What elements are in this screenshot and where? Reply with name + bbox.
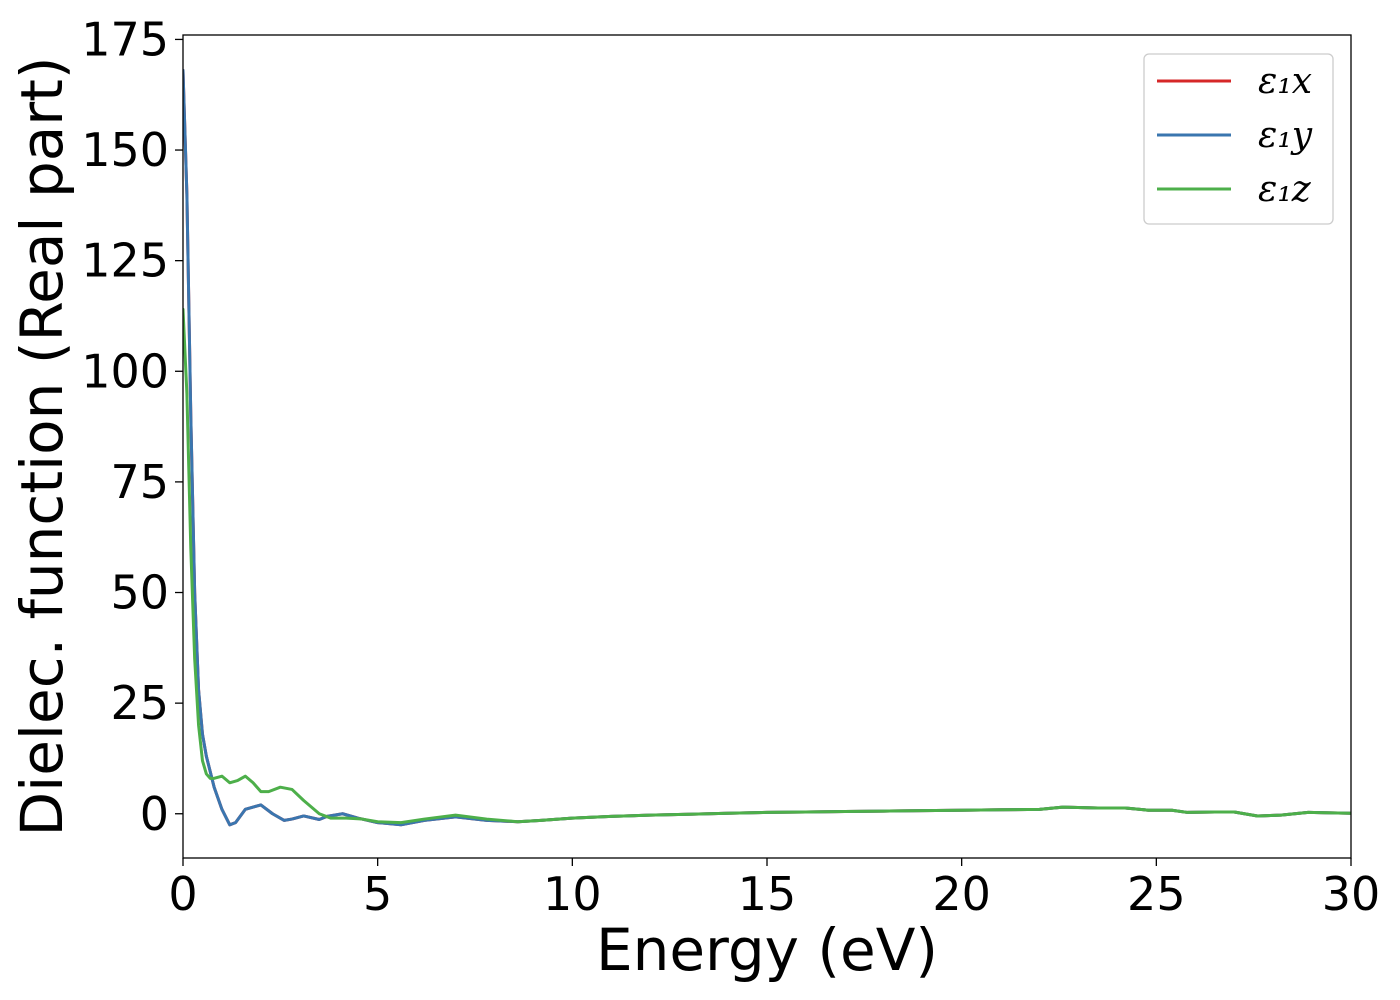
plot-layer — [183, 68, 1351, 827]
x-tick-label: 15 — [738, 867, 797, 921]
x-tick-label: 20 — [932, 867, 991, 921]
legend-label-1: ε₁x — [1258, 61, 1312, 102]
y-tick-label: 25 — [110, 676, 169, 730]
x-axis-ticks: 0 5 10 15 20 25 30 — [168, 858, 1380, 921]
y-axis-title: Dielec. function (Real part) — [8, 56, 76, 836]
y-tick-label: 75 — [110, 455, 169, 509]
x-tick-label: 10 — [543, 867, 602, 921]
legend-label-3: ε₁z — [1258, 169, 1312, 210]
legend-label-2: ε₁y — [1258, 115, 1313, 156]
series-line-3 — [183, 307, 1351, 825]
x-tick-label: 5 — [363, 867, 392, 921]
y-axis-ticks: 0 25 50 75 100 125 150 175 — [81, 12, 183, 841]
y-tick-label: 100 — [81, 344, 169, 398]
legend-box — [1143, 53, 1334, 225]
y-tick-label: 50 — [110, 566, 169, 620]
y-tick-label: 150 — [81, 123, 169, 177]
x-tick-label: 30 — [1322, 867, 1381, 921]
x-tick-label: 0 — [168, 867, 197, 921]
y-tick-label: 175 — [81, 12, 169, 66]
y-tick-label: 125 — [81, 234, 169, 288]
x-axis-title: Energy (eV) — [596, 916, 938, 984]
legend: ε₁x ε₁y ε₁z — [1143, 53, 1334, 225]
y-tick-label: 0 — [140, 787, 169, 841]
x-tick-label: 25 — [1127, 867, 1186, 921]
